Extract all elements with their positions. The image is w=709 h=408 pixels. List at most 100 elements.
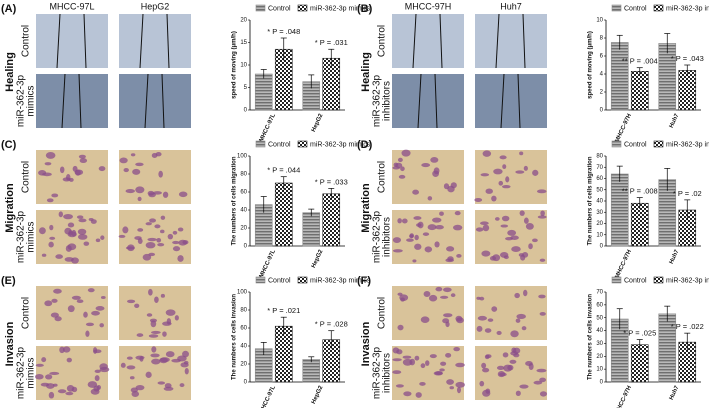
cell bbox=[427, 196, 433, 201]
cell bbox=[38, 169, 47, 176]
legend-swatch bbox=[611, 4, 622, 12]
y-tick-label: 10 bbox=[240, 63, 247, 69]
cell bbox=[131, 390, 140, 398]
micrograph bbox=[475, 74, 547, 128]
cell bbox=[398, 174, 406, 179]
cell bbox=[507, 229, 517, 236]
bar bbox=[302, 212, 321, 247]
legend-label: miR-362-3p inhibitors bbox=[666, 141, 709, 148]
bar bbox=[630, 344, 649, 383]
cell bbox=[487, 318, 494, 322]
cell bbox=[454, 210, 461, 216]
cell bbox=[145, 371, 152, 378]
column-label: HepG2 bbox=[141, 1, 170, 11]
cell bbox=[453, 346, 460, 352]
cell bbox=[456, 254, 462, 258]
cell bbox=[414, 234, 419, 241]
cell bbox=[172, 246, 181, 252]
y-tick-label: 20 bbox=[596, 221, 603, 227]
cell bbox=[85, 330, 90, 337]
cell bbox=[413, 216, 422, 220]
row-label: miR-362-3p bbox=[372, 74, 383, 127]
cell bbox=[162, 331, 167, 337]
cell bbox=[83, 241, 90, 246]
column-label: MHCC-97L bbox=[49, 1, 94, 11]
cell bbox=[516, 313, 526, 320]
cell bbox=[503, 255, 509, 260]
cell bbox=[420, 363, 426, 369]
cell bbox=[455, 362, 465, 368]
y-tick-label: 30 bbox=[596, 210, 603, 216]
cell bbox=[423, 290, 431, 298]
cell bbox=[481, 250, 491, 257]
cell bbox=[160, 229, 165, 234]
cell bbox=[395, 384, 404, 388]
legend-label: miR-362-3p mimics bbox=[310, 141, 371, 148]
cell bbox=[150, 353, 160, 358]
row-label: miR-362-3p bbox=[16, 346, 27, 399]
row-label: mimics bbox=[26, 357, 37, 388]
group-label: Healing bbox=[360, 52, 372, 92]
cell bbox=[476, 325, 483, 332]
cell bbox=[502, 164, 507, 170]
legend-label: Control bbox=[268, 277, 291, 284]
cell bbox=[145, 241, 156, 249]
cell bbox=[455, 381, 465, 388]
legend-label: Control bbox=[624, 5, 647, 12]
legend-label: Control bbox=[268, 141, 291, 148]
cell bbox=[414, 243, 422, 250]
cell bbox=[172, 240, 180, 245]
cell bbox=[507, 364, 514, 371]
cell bbox=[158, 170, 163, 178]
cell bbox=[58, 211, 64, 218]
cell bbox=[67, 243, 77, 251]
cell bbox=[177, 227, 184, 232]
scratch-edge bbox=[56, 13, 61, 69]
cell bbox=[135, 162, 144, 167]
p-value-annotation: ** P = .004 bbox=[622, 57, 658, 66]
cell bbox=[395, 162, 403, 168]
cell bbox=[90, 219, 97, 224]
y-tick-label: 20 bbox=[240, 226, 247, 232]
scratch-edge bbox=[439, 13, 443, 69]
cell bbox=[94, 369, 101, 373]
cell bbox=[49, 371, 60, 375]
cell bbox=[157, 243, 165, 247]
cell bbox=[159, 357, 170, 363]
cell bbox=[184, 367, 189, 375]
micrograph bbox=[475, 14, 547, 68]
cell bbox=[76, 299, 84, 304]
cell bbox=[95, 306, 105, 311]
y-tick-label: 0 bbox=[600, 244, 604, 250]
p-value-annotation: * P = .044 bbox=[267, 166, 300, 175]
y-tick-label: 70 bbox=[596, 165, 603, 171]
legend-swatch bbox=[297, 140, 308, 148]
y-tick-label: 0 bbox=[244, 108, 248, 114]
cell bbox=[409, 358, 416, 366]
row-label: miR-362-3p bbox=[372, 346, 383, 399]
cell bbox=[118, 234, 126, 238]
cell bbox=[392, 249, 403, 253]
row-label: inhibitors bbox=[382, 353, 393, 393]
x-tick-label: Huh7 bbox=[669, 112, 681, 129]
cell bbox=[132, 168, 141, 175]
y-tick-label: 15 bbox=[240, 40, 247, 46]
scratch-edge bbox=[61, 73, 66, 129]
cell bbox=[421, 163, 431, 168]
scratch-edge bbox=[500, 73, 505, 129]
cell bbox=[154, 296, 159, 303]
y-tick-label: 80 bbox=[240, 308, 247, 314]
cell bbox=[515, 390, 521, 397]
cell bbox=[450, 182, 457, 189]
cell bbox=[178, 191, 188, 198]
cell bbox=[519, 210, 525, 216]
group-label: Healing bbox=[4, 52, 16, 92]
y-axis-label: speed of moving (μm/h) bbox=[588, 31, 594, 99]
cell bbox=[151, 346, 157, 353]
row-label: Control bbox=[377, 25, 388, 57]
micrograph bbox=[392, 14, 464, 68]
x-tick-label: Huh7 bbox=[669, 248, 681, 265]
cell bbox=[180, 362, 189, 368]
cell bbox=[539, 311, 546, 316]
legend-label: miR-362-3p inhibitors bbox=[666, 277, 709, 284]
